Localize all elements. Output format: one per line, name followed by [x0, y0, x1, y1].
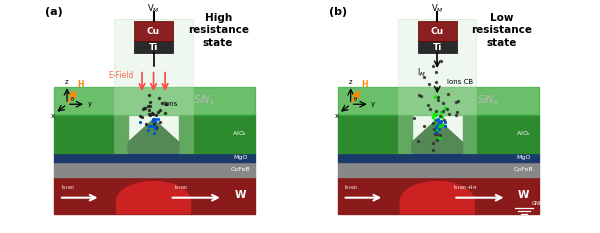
FancyBboxPatch shape: [115, 19, 193, 153]
FancyBboxPatch shape: [418, 41, 457, 54]
Text: E-Field: E-Field: [109, 71, 134, 80]
Text: Ti: Ti: [149, 43, 158, 52]
Text: (b): (b): [329, 7, 347, 17]
Text: Cu: Cu: [147, 27, 160, 36]
Text: V$_M$: V$_M$: [431, 2, 443, 15]
Polygon shape: [55, 115, 128, 153]
Text: y: y: [88, 101, 92, 107]
Polygon shape: [179, 115, 255, 153]
Text: θ: θ: [70, 97, 74, 102]
Text: H: H: [361, 80, 367, 89]
Text: AlO$_x$: AlO$_x$: [232, 129, 248, 137]
Text: I$_{SHNO}$: I$_{SHNO}$: [61, 183, 76, 192]
Polygon shape: [55, 153, 255, 162]
Polygon shape: [463, 115, 539, 153]
Text: Ions: Ions: [164, 101, 178, 107]
Text: θ: θ: [354, 97, 358, 102]
Text: High
resistance
state: High resistance state: [188, 13, 248, 48]
Text: Ti: Ti: [433, 43, 442, 52]
Text: CoFeB: CoFeB: [230, 167, 250, 172]
Text: y: y: [371, 101, 376, 107]
FancyBboxPatch shape: [134, 21, 173, 41]
Polygon shape: [55, 177, 255, 214]
Text: Cu: Cu: [431, 27, 444, 36]
Polygon shape: [400, 182, 474, 214]
Polygon shape: [338, 177, 539, 214]
Polygon shape: [338, 153, 539, 162]
FancyBboxPatch shape: [134, 41, 173, 54]
Text: I$_{SHNO}$: I$_{SHNO}$: [344, 183, 359, 192]
Text: AlO$_x$: AlO$_x$: [516, 129, 532, 137]
Text: W: W: [235, 190, 246, 200]
Text: GND: GND: [532, 201, 544, 206]
Text: SiN$_x$: SiN$_x$: [477, 93, 499, 106]
Polygon shape: [412, 119, 463, 153]
Text: V$_M$: V$_M$: [147, 2, 160, 15]
Text: Ions CB: Ions CB: [447, 79, 473, 85]
Text: W: W: [518, 190, 530, 200]
Polygon shape: [338, 115, 412, 153]
Text: I$_M$: I$_M$: [416, 67, 425, 79]
Polygon shape: [338, 87, 539, 115]
Polygon shape: [55, 162, 255, 177]
Text: SiN$_x$: SiN$_x$: [193, 93, 215, 106]
Text: (a): (a): [45, 7, 63, 17]
Polygon shape: [116, 182, 190, 214]
Text: H: H: [77, 80, 83, 89]
Polygon shape: [338, 162, 539, 177]
Text: x: x: [50, 113, 55, 119]
Text: I$_{SHNO}$: I$_{SHNO}$: [174, 183, 188, 192]
Text: MgO: MgO: [233, 155, 247, 160]
Text: z: z: [65, 79, 69, 85]
Text: Low
resistance
state: Low resistance state: [472, 13, 532, 48]
Text: MgO: MgO: [517, 155, 531, 160]
Text: I$_{SHNO}$+I$_M$: I$_{SHNO}$+I$_M$: [452, 183, 477, 192]
Text: CoFeB: CoFeB: [514, 167, 533, 172]
FancyBboxPatch shape: [398, 19, 476, 153]
Polygon shape: [128, 119, 179, 153]
Text: x: x: [334, 113, 338, 119]
Polygon shape: [55, 87, 255, 115]
FancyBboxPatch shape: [418, 21, 457, 41]
Text: z: z: [349, 79, 353, 85]
